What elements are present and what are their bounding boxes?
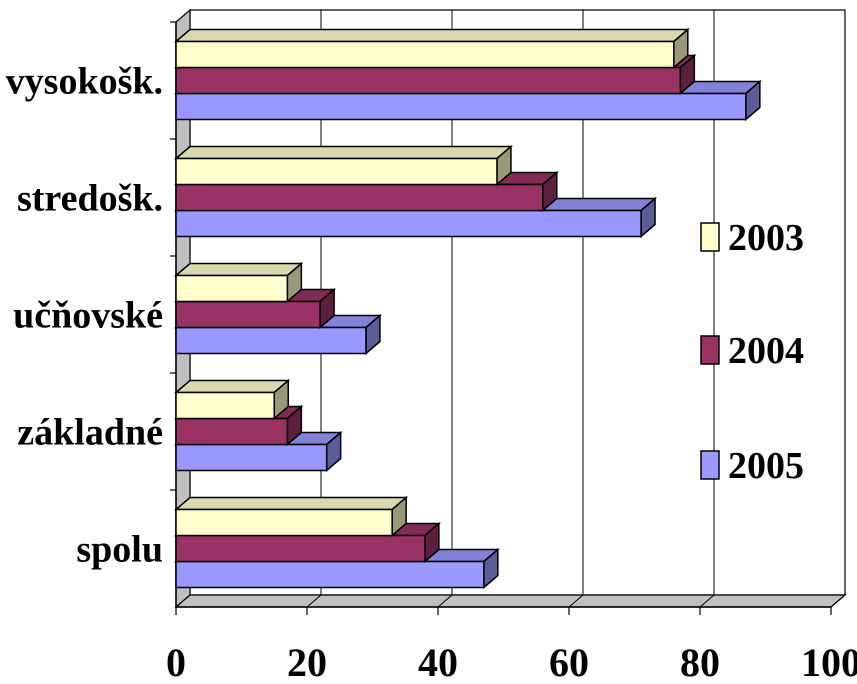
legend-item-2005: 2005 — [700, 445, 804, 487]
legend-swatch — [700, 450, 720, 480]
bar-front — [175, 66, 682, 95]
bar-front — [175, 326, 367, 355]
legend-swatch — [700, 335, 720, 365]
bar-2003-základné — [173, 378, 291, 421]
bar-front — [175, 417, 289, 446]
x-tick-label: 100 — [801, 640, 857, 684]
bar-front — [175, 92, 747, 121]
category-labels: spolu základné učňovské stredošk. vysokošk. — [6, 61, 163, 571]
floor-gridline — [568, 594, 584, 608]
bar-front — [175, 40, 675, 69]
floor-gridline — [699, 594, 715, 608]
bar-top — [173, 379, 291, 394]
floor-gridline — [306, 594, 322, 608]
bar-top — [173, 262, 304, 277]
bar-2003-vysokošk. — [173, 27, 690, 70]
x-tick-label: 60 — [549, 640, 589, 684]
bar-front — [175, 274, 289, 303]
bar-top — [173, 28, 690, 43]
bar-front — [175, 508, 393, 537]
legend-item-2004: 2004 — [700, 330, 804, 372]
x-tick-label: 20 — [287, 640, 327, 684]
x-tick-label: 80 — [680, 640, 720, 684]
x-tick-label: 40 — [418, 640, 458, 684]
bar-front — [175, 443, 328, 472]
legend: 2003 2004 2005 — [700, 217, 804, 487]
bar-front — [175, 534, 426, 563]
bar-front — [175, 391, 275, 420]
category-label: základné — [17, 412, 163, 454]
floor — [174, 594, 847, 608]
legend-swatch — [700, 222, 720, 252]
legend-label: 2004 — [728, 330, 804, 372]
bar-top — [173, 496, 409, 511]
category-label: spolu — [76, 529, 163, 571]
category-label: stredošk. — [17, 178, 163, 220]
bar-front — [175, 183, 544, 212]
category-label: učňovské — [13, 295, 163, 337]
floor-gridline — [830, 594, 846, 608]
bar-front — [175, 300, 321, 329]
category-label: vysokošk. — [6, 61, 163, 103]
legend-item-2003: 2003 — [700, 217, 804, 259]
x-tick-labels: 0 20 40 60 80 100 — [166, 640, 857, 684]
floor-gridline — [437, 594, 453, 608]
legend-label: 2003 — [728, 217, 804, 259]
x-tick-label: 0 — [166, 640, 186, 684]
bar-front — [175, 560, 485, 589]
bar-2003-spolu — [173, 495, 409, 538]
bars — [173, 27, 762, 590]
bar-front — [175, 157, 498, 186]
bar-top — [173, 145, 513, 160]
bar-front — [175, 209, 642, 238]
bar-2003-stredošk. — [173, 144, 513, 187]
legend-label: 2005 — [728, 445, 804, 487]
bar-2003-učňovské — [173, 261, 304, 304]
